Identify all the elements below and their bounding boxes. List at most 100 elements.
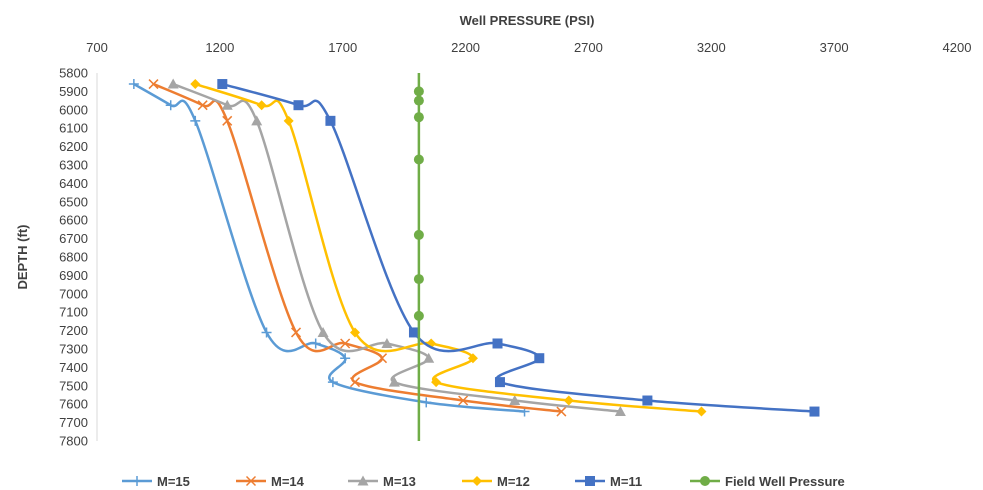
data-point (349, 377, 361, 388)
y-tick-label: 6900 (59, 268, 88, 283)
data-point (310, 338, 321, 349)
legend-label: M=15 (157, 474, 190, 489)
data-point (534, 353, 545, 364)
series-line (194, 82, 702, 413)
series-m-15 (128, 79, 530, 417)
x-tick-labels: 700 1200 1700 2200 2700 3200 3700 4200 (86, 40, 971, 55)
data-point (340, 338, 351, 349)
legend: M=15 M=14 M=13 M=12 M=11 Field Well Pressure (122, 474, 845, 489)
data-point (642, 395, 653, 406)
series-field-well-pressure (413, 73, 424, 441)
data-point (458, 395, 469, 406)
x-tick-label: 700 (86, 40, 108, 55)
data-point (467, 353, 478, 364)
data-point (251, 115, 263, 126)
data-point (190, 115, 201, 126)
x-tick-label: 4200 (943, 40, 972, 55)
data-point (261, 327, 272, 338)
data-point (340, 353, 351, 364)
y-tick-label: 5800 (59, 66, 88, 81)
data-point (421, 397, 432, 408)
data-point (696, 406, 707, 417)
y-axis-title: DEPTH (ft) (15, 225, 30, 290)
legend-label: M=12 (497, 474, 530, 489)
data-point (408, 327, 419, 338)
legend-label: M=13 (383, 474, 416, 489)
y-tick-label: 7500 (59, 378, 88, 393)
series-m-11 (217, 79, 820, 417)
data-point (431, 377, 442, 388)
y-tick-labels: 5800 5900 6000 6100 6200 6300 6400 6500 6600 6700… (59, 66, 88, 449)
data-point (256, 100, 267, 111)
legend-label: Field Well Pressure (725, 474, 845, 489)
data-point (290, 327, 302, 338)
y-tick-label: 7100 (59, 305, 88, 320)
legend-swatch-marker (585, 476, 595, 486)
y-tick-label: 7300 (59, 342, 88, 357)
y-tick-label: 7400 (59, 360, 88, 375)
y-tick-label: 6000 (59, 102, 88, 117)
legend-label: M=11 (610, 474, 642, 489)
y-tick-label: 6500 (59, 194, 88, 209)
data-point (217, 79, 228, 90)
legend-swatch-marker (132, 476, 142, 486)
x-tick-label: 3200 (697, 40, 726, 55)
y-tick-label: 6100 (59, 121, 88, 136)
data-point (413, 86, 424, 97)
data-point (809, 406, 820, 417)
y-tick-label: 6600 (59, 213, 88, 228)
series-m-14 (148, 79, 567, 417)
data-point (128, 79, 139, 90)
data-point (190, 79, 201, 90)
y-tick-label: 6700 (59, 231, 88, 246)
data-point (325, 115, 336, 126)
series-line (221, 82, 815, 413)
data-point (148, 79, 159, 90)
data-point (167, 78, 179, 89)
data-point (165, 100, 176, 111)
x-tick-label: 2200 (451, 40, 480, 55)
data-point (222, 115, 233, 126)
y-tick-label: 6400 (59, 176, 88, 191)
x-tick-label: 3700 (820, 40, 849, 55)
y-tick-label: 6800 (59, 250, 88, 265)
data-point (614, 406, 626, 417)
series-line (172, 82, 621, 413)
x-tick-label: 2700 (574, 40, 603, 55)
data-point (413, 274, 424, 285)
x-tick-label: 1200 (205, 40, 234, 55)
data-point (327, 377, 338, 388)
data-point (221, 99, 233, 110)
series-m-12 (190, 79, 707, 417)
y-tick-label: 6200 (59, 139, 88, 154)
x-tick-label: 1700 (328, 40, 357, 55)
y-tick-label: 7000 (59, 286, 88, 301)
data-point (413, 229, 424, 240)
data-point (413, 310, 424, 321)
legend-item: Field Well Pressure (690, 474, 845, 489)
data-point (563, 395, 574, 406)
legend-item: M=13 (348, 474, 416, 489)
legend-item: M=12 (462, 474, 530, 489)
x-axis-title: Well PRESSURE (PSI) (460, 13, 595, 28)
data-point (423, 352, 435, 363)
legend-swatch-marker (357, 475, 369, 486)
legend-item: M=14 (236, 474, 305, 489)
data-point (350, 327, 360, 338)
data-point (494, 377, 505, 388)
series-line (153, 82, 562, 413)
legend-swatch-marker (700, 476, 710, 486)
data-point (492, 338, 503, 349)
series (128, 73, 820, 441)
data-point (556, 406, 567, 417)
y-tick-label: 5900 (59, 84, 88, 99)
data-point (376, 353, 388, 364)
legend-swatch-marker (245, 475, 257, 487)
data-point (413, 95, 424, 106)
data-point (293, 100, 304, 111)
data-point (413, 112, 424, 123)
legend-item: M=11 (575, 474, 642, 489)
data-point (413, 154, 424, 165)
y-tick-label: 7700 (59, 415, 88, 430)
